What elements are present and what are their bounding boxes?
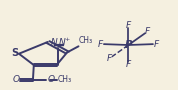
Text: P: P xyxy=(125,40,132,50)
Text: O: O xyxy=(13,75,20,84)
Text: F: F xyxy=(145,27,150,36)
Text: O: O xyxy=(48,75,55,84)
Text: +: + xyxy=(64,37,69,42)
Text: CH₃: CH₃ xyxy=(79,36,93,45)
Text: F: F xyxy=(126,59,131,68)
Text: F: F xyxy=(107,54,112,63)
Text: N: N xyxy=(51,38,57,47)
Text: F: F xyxy=(126,22,131,31)
Text: F: F xyxy=(154,40,159,49)
Text: S: S xyxy=(12,48,19,58)
Text: N: N xyxy=(59,38,66,47)
Text: F: F xyxy=(98,40,103,49)
Text: CH₃: CH₃ xyxy=(58,75,72,84)
